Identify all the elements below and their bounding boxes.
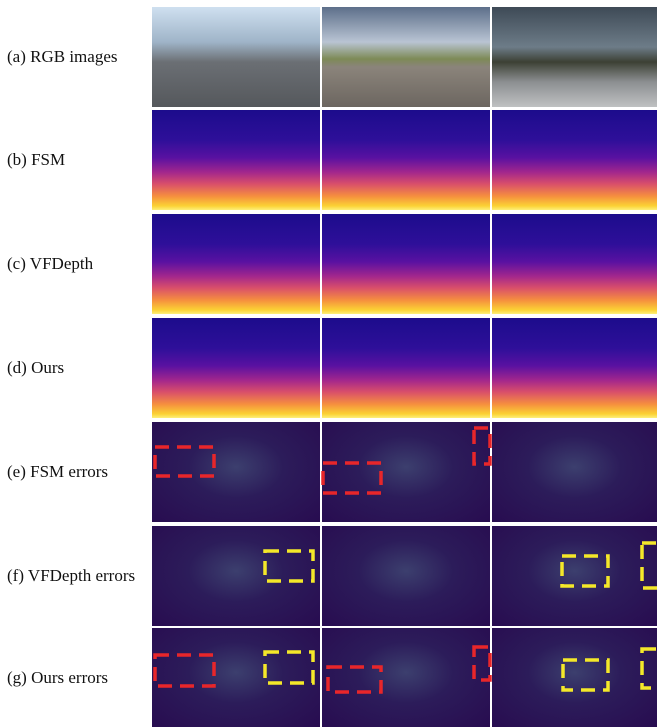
highlight-box xyxy=(328,667,381,692)
highlight-box xyxy=(155,447,214,476)
highlight-box xyxy=(474,428,490,464)
highlight-box xyxy=(642,649,657,688)
highlight-box xyxy=(323,463,381,493)
highlight-box xyxy=(642,543,657,588)
highlight-box xyxy=(563,660,608,690)
highlight-box xyxy=(155,655,214,686)
highlight-box xyxy=(265,652,313,683)
error-boxes xyxy=(0,0,657,727)
highlight-box xyxy=(474,647,490,680)
figure: (a) RGB images(b) FSM(c) VFDepth(d) Ours… xyxy=(0,0,657,727)
highlight-box xyxy=(562,556,608,586)
highlight-box xyxy=(265,551,313,581)
